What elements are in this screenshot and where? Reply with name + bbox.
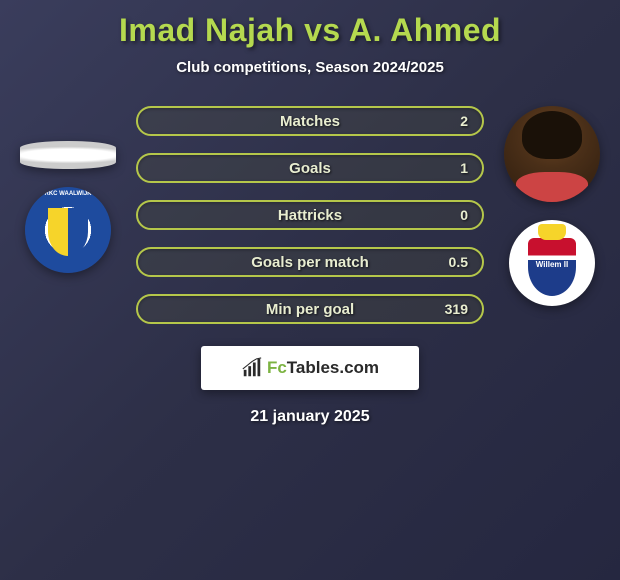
stat-right-value: 319 [445,301,468,317]
stat-right-value: 1 [460,160,468,176]
stat-label: Goals per match [251,254,369,271]
stat-row-matches: Matches 2 [136,106,484,136]
brand-box[interactable]: FcTables.com [201,346,419,390]
stat-right-value: 0.5 [449,254,468,270]
stat-row-goals-per-match: Goals per match 0.5 [136,247,484,277]
chart-icon [241,357,263,379]
player2-avatar [504,106,600,202]
stat-row-hattricks: Hattricks 0 [136,200,484,230]
stat-label: Goals [289,160,331,177]
stat-right-value: 0 [460,207,468,223]
subtitle: Club competitions, Season 2024/2025 [0,59,620,76]
player1-name: Imad Najah [119,12,295,48]
vs-text: vs [304,12,341,48]
player2-club-badge: Willem II [509,220,595,306]
club-right-text: Willem II [536,260,568,269]
stats-list: Matches 2 Goals 1 Hattricks 0 Goals per … [128,106,492,324]
date-text: 21 january 2025 [0,408,620,426]
stat-label: Min per goal [266,301,354,318]
stat-label: Hattricks [278,207,342,224]
stat-right-value: 2 [460,113,468,129]
brand-text: FcTables.com [267,358,379,378]
stat-label: Matches [280,113,340,130]
brand-prefix: Fc [267,358,287,377]
stat-row-goals: Goals 1 [136,153,484,183]
page-title: Imad Najah vs A. Ahmed [0,12,620,49]
brand-suffix: Tables.com [287,358,379,377]
stat-row-min-per-goal: Min per goal 319 [136,294,484,324]
player1-club-badge [25,187,111,273]
player1-avatar [20,141,116,169]
player2-name: A. Ahmed [349,12,501,48]
